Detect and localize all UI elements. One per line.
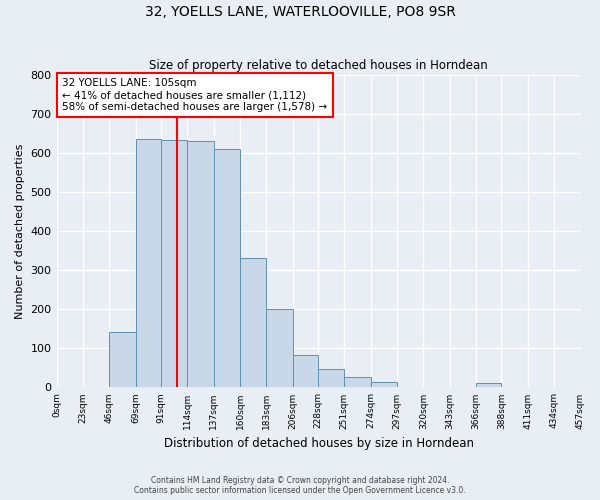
Y-axis label: Number of detached properties: Number of detached properties (15, 144, 25, 318)
Bar (240, 258, 266, 388)
Bar (293, 354, 318, 388)
Bar (161, 140, 187, 388)
Bar (476, 383, 502, 388)
Text: Contains HM Land Registry data © Crown copyright and database right 2024.
Contai: Contains HM Land Registry data © Crown c… (134, 476, 466, 495)
X-axis label: Distribution of detached houses by size in Horndean: Distribution of detached houses by size … (164, 437, 473, 450)
Text: 32 YOELLS LANE: 105sqm
← 41% of detached houses are smaller (1,112)
58% of semi-: 32 YOELLS LANE: 105sqm ← 41% of detached… (62, 78, 328, 112)
Bar (56, 386, 83, 388)
Bar (554, 386, 580, 388)
Bar (344, 377, 371, 388)
Bar (371, 382, 397, 388)
Bar (318, 370, 344, 388)
Title: Size of property relative to detached houses in Horndean: Size of property relative to detached ho… (149, 59, 488, 72)
Bar (136, 139, 161, 388)
Bar (214, 150, 240, 388)
Bar (266, 309, 293, 388)
Bar (187, 141, 214, 388)
Bar (109, 332, 136, 388)
Text: 32, YOELLS LANE, WATERLOOVILLE, PO8 9SR: 32, YOELLS LANE, WATERLOOVILLE, PO8 9SR (145, 5, 455, 19)
